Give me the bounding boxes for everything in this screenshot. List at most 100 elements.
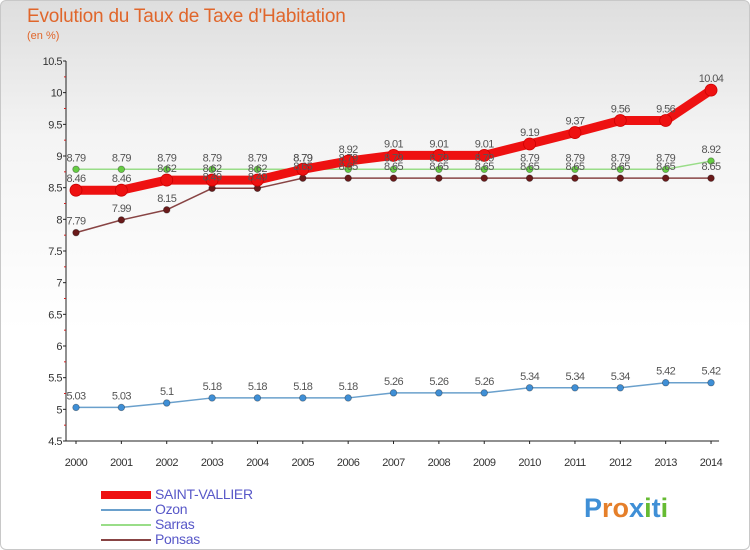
data-label: 8.65 (293, 161, 312, 173)
logo-letter: r (602, 493, 613, 523)
data-label: 8.49 (203, 171, 222, 183)
data-label: 5.26 (384, 376, 403, 388)
data-point (435, 174, 443, 182)
data-label: 8.65 (656, 161, 675, 173)
data-point (616, 174, 625, 182)
data-point (523, 137, 536, 151)
y-tick-label: 5.5 (48, 373, 62, 385)
data-point (571, 165, 579, 173)
data-label: 8.65 (611, 161, 630, 173)
data-point (341, 154, 355, 168)
logo-letter: i (660, 493, 669, 523)
x-tick-label: 2003 (201, 457, 224, 469)
data-label: 9.19 (520, 127, 539, 139)
data-point (163, 399, 171, 407)
data-label: 8.62 (157, 163, 176, 175)
x-tick-label: 2002 (155, 457, 178, 469)
legend-item: Ozon (101, 502, 301, 517)
y-tick-label: 6.5 (48, 309, 62, 321)
data-label: 8.49 (248, 171, 267, 183)
data-point (480, 389, 488, 397)
data-point (477, 148, 491, 162)
data-label: 8.46 (112, 173, 131, 185)
y-tick-label: 4.5 (48, 436, 62, 448)
y-tick-label: 10 (51, 88, 63, 100)
data-point (435, 389, 443, 397)
data-point (299, 394, 307, 402)
logo-letter: i (644, 493, 652, 523)
x-tick-label: 2000 (65, 457, 88, 469)
x-tick-label: 2009 (473, 457, 496, 469)
data-label: 8.79 (293, 152, 312, 164)
legend-swatch (101, 524, 151, 526)
x-tick-label: 2010 (518, 457, 541, 469)
chart-unit-label: (en %) (27, 30, 60, 42)
data-point (613, 114, 627, 127)
x-tick-label: 2011 (564, 457, 586, 469)
data-label: 5.18 (339, 381, 358, 393)
y-tick-label: 9.5 (48, 119, 62, 131)
data-point (163, 165, 171, 173)
data-point (571, 384, 579, 392)
data-label: 8.92 (702, 144, 721, 156)
data-point (389, 389, 398, 397)
chart-title: Evolution du Taux de Taxe d'Habitation (27, 6, 346, 27)
data-point (432, 148, 446, 162)
data-point (568, 126, 582, 139)
data-label: 8.79 (611, 152, 630, 164)
data-point (251, 173, 264, 187)
data-label: 8.65 (384, 161, 403, 173)
x-tick-label: 2005 (292, 457, 315, 469)
data-point (707, 174, 715, 182)
data-point (253, 394, 262, 402)
y-tick-label: 8 (56, 214, 62, 226)
legend-item: SAINT-VALLIER (101, 487, 301, 502)
data-label: 8.79 (384, 152, 403, 164)
data-label: 8.46 (66, 173, 85, 185)
data-point (69, 183, 83, 197)
data-label: 8.79 (157, 152, 176, 164)
proxiti-logo: Proxiti (584, 493, 668, 524)
data-label: 8.65 (520, 161, 539, 173)
data-point (117, 216, 126, 224)
data-label: 5.18 (293, 381, 312, 393)
data-label: 7.99 (112, 203, 131, 215)
data-label: 8.79 (429, 152, 448, 164)
x-tick-label: 2012 (609, 457, 632, 469)
data-label: 9.56 (656, 104, 675, 116)
data-point (344, 394, 352, 402)
data-label: 8.79 (248, 152, 267, 164)
data-label: 8.79 (339, 152, 358, 164)
data-label: 5.34 (520, 371, 539, 383)
data-label: 8.62 (248, 163, 267, 175)
data-label: 5.18 (203, 381, 222, 393)
data-label: 8.62 (203, 163, 222, 175)
chart-legend: SAINT-VALLIER Ozon Sarras Ponsas (101, 487, 301, 547)
data-label: 5.03 (66, 390, 85, 402)
logo-letter: o (612, 493, 630, 523)
data-label: 5.34 (611, 371, 630, 383)
legend-swatch (101, 491, 151, 499)
legend-label: Ponsas (155, 531, 200, 547)
data-point (389, 174, 398, 182)
y-tick-label: 6 (56, 341, 62, 353)
data-point (661, 379, 670, 387)
data-label: 8.65 (339, 161, 358, 173)
logo-letter: x (629, 493, 645, 523)
data-point (160, 173, 174, 187)
data-label: 10.04 (699, 73, 724, 85)
data-point (163, 206, 171, 214)
legend-item: Sarras (101, 517, 301, 532)
legend-label: Ozon (155, 501, 188, 517)
data-point (616, 384, 625, 392)
data-label: 5.26 (429, 376, 448, 388)
data-point (344, 174, 352, 182)
data-point (707, 157, 715, 165)
data-label: 8.79 (475, 152, 494, 164)
data-point (296, 162, 310, 176)
y-tick-label: 5 (56, 404, 62, 416)
x-tick-label: 2007 (382, 457, 405, 469)
data-label: 8.79 (112, 152, 131, 164)
y-tick-label: 7 (56, 278, 62, 290)
